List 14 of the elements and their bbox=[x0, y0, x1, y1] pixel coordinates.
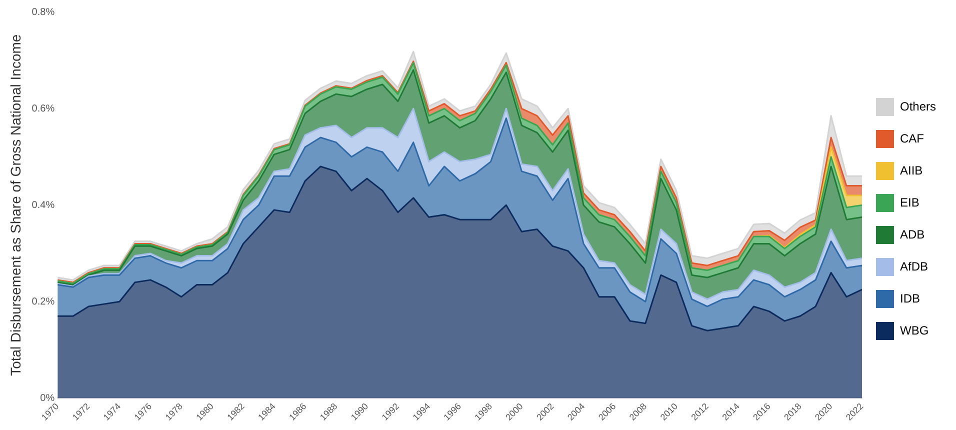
legend-label: EIB bbox=[900, 195, 920, 210]
legend-label: AfDB bbox=[900, 259, 928, 274]
y-tick-label: 0.4% bbox=[32, 200, 55, 211]
y-tick-label: 0.6% bbox=[32, 103, 55, 114]
y-tick-label: 0.8% bbox=[32, 6, 55, 18]
legend-label: Others bbox=[900, 99, 936, 114]
y-axis-title: Total Disbursement as Share of Gross National Income bbox=[7, 34, 24, 376]
y-tick-label: 0% bbox=[40, 392, 55, 404]
legend-label: ADB bbox=[900, 227, 925, 242]
legend-label: AIIB bbox=[900, 163, 923, 178]
legend-label: IDB bbox=[900, 291, 920, 306]
y-tick-label: 0.2% bbox=[32, 296, 55, 308]
legend-label: WBG bbox=[900, 323, 929, 338]
legend-label: CAF bbox=[900, 131, 924, 146]
